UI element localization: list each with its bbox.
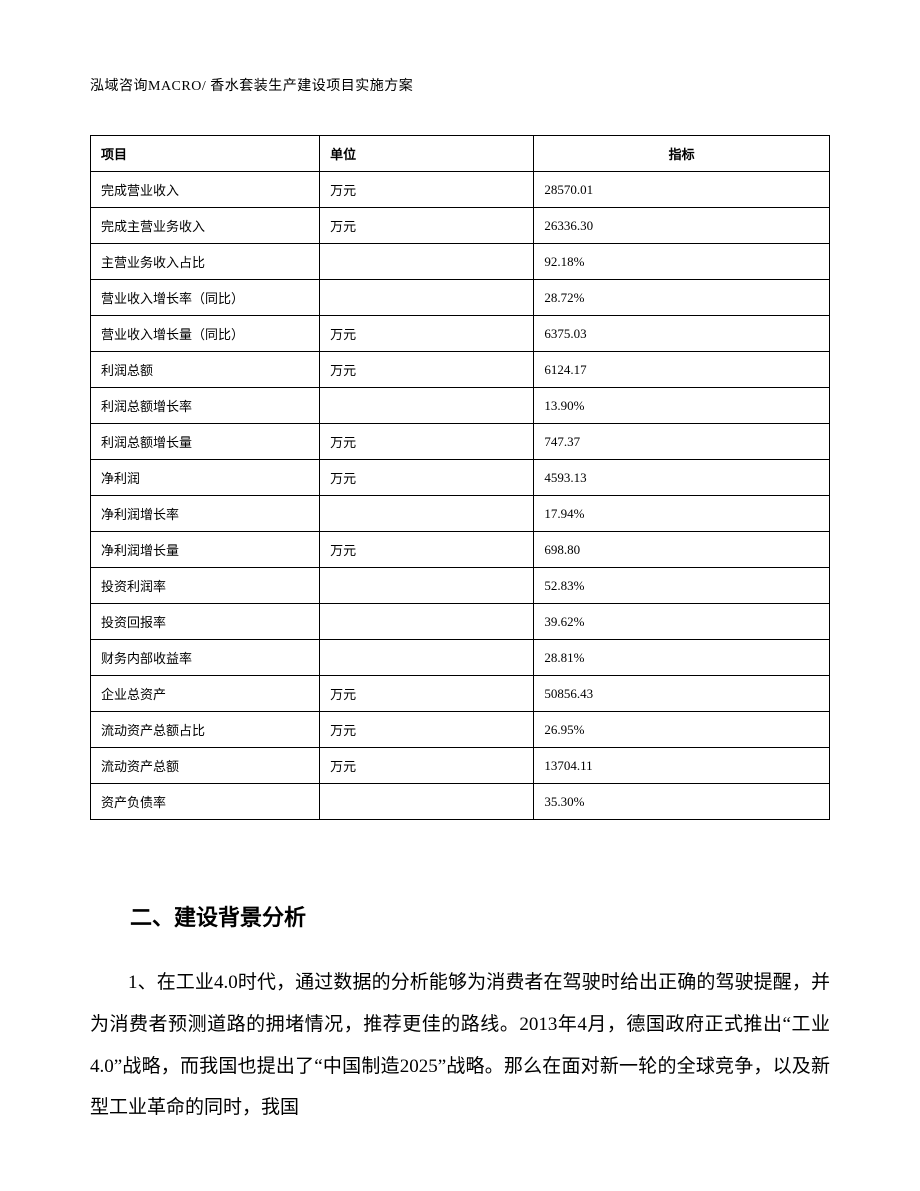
column-header-item: 项目 — [91, 136, 320, 172]
cell-item: 资产负债率 — [91, 784, 320, 820]
table-row: 完成营业收入万元28570.01 — [91, 172, 830, 208]
cell-item: 利润总额增长量 — [91, 424, 320, 460]
body-paragraph: 1、在工业4.0时代，通过数据的分析能够为消费者在驾驶时给出正确的驾驶提醒，并为… — [90, 962, 830, 1129]
cell-value: 26336.30 — [534, 208, 830, 244]
table-row: 主营业务收入占比 92.18% — [91, 244, 830, 280]
table-row: 投资回报率 39.62% — [91, 604, 830, 640]
column-header-value: 指标 — [534, 136, 830, 172]
table-row: 利润总额万元6124.17 — [91, 352, 830, 388]
cell-unit: 万元 — [320, 460, 534, 496]
cell-item: 流动资产总额 — [91, 748, 320, 784]
cell-value: 17.94% — [534, 496, 830, 532]
cell-unit — [320, 640, 534, 676]
table-row: 营业收入增长量（同比）万元6375.03 — [91, 316, 830, 352]
cell-unit: 万元 — [320, 316, 534, 352]
cell-item: 完成营业收入 — [91, 172, 320, 208]
table-row: 净利润万元4593.13 — [91, 460, 830, 496]
cell-value: 26.95% — [534, 712, 830, 748]
table-row: 投资利润率 52.83% — [91, 568, 830, 604]
cell-unit — [320, 280, 534, 316]
table-row: 流动资产总额占比万元26.95% — [91, 712, 830, 748]
section-heading: 二、建设背景分析 — [130, 900, 830, 932]
column-header-unit: 单位 — [320, 136, 534, 172]
cell-value: 6124.17 — [534, 352, 830, 388]
cell-value: 28.72% — [534, 280, 830, 316]
cell-item: 流动资产总额占比 — [91, 712, 320, 748]
cell-item: 利润总额 — [91, 352, 320, 388]
table-row: 净利润增长率 17.94% — [91, 496, 830, 532]
cell-value: 28.81% — [534, 640, 830, 676]
cell-unit: 万元 — [320, 352, 534, 388]
cell-item: 净利润增长率 — [91, 496, 320, 532]
cell-unit: 万元 — [320, 676, 534, 712]
cell-unit: 万元 — [320, 208, 534, 244]
table-row: 企业总资产万元50856.43 — [91, 676, 830, 712]
table-row: 流动资产总额万元13704.11 — [91, 748, 830, 784]
cell-item: 主营业务收入占比 — [91, 244, 320, 280]
cell-item: 营业收入增长量（同比） — [91, 316, 320, 352]
page-header: 泓域咨询MACRO/ 香水套装生产建设项目实施方案 — [90, 75, 830, 95]
cell-unit — [320, 568, 534, 604]
financial-indicators-table: 项目 单位 指标 完成营业收入万元28570.01完成主营业务收入万元26336… — [90, 135, 830, 820]
cell-value: 13704.11 — [534, 748, 830, 784]
cell-value: 39.62% — [534, 604, 830, 640]
cell-unit: 万元 — [320, 172, 534, 208]
cell-item: 投资回报率 — [91, 604, 320, 640]
table-row: 财务内部收益率 28.81% — [91, 640, 830, 676]
cell-item: 净利润增长量 — [91, 532, 320, 568]
table-row: 资产负债率 35.30% — [91, 784, 830, 820]
cell-item: 营业收入增长率（同比） — [91, 280, 320, 316]
cell-unit — [320, 244, 534, 280]
cell-item: 利润总额增长率 — [91, 388, 320, 424]
cell-value: 50856.43 — [534, 676, 830, 712]
cell-item: 企业总资产 — [91, 676, 320, 712]
cell-item: 完成主营业务收入 — [91, 208, 320, 244]
table-row: 利润总额增长率 13.90% — [91, 388, 830, 424]
cell-value: 92.18% — [534, 244, 830, 280]
cell-unit: 万元 — [320, 532, 534, 568]
table-row: 营业收入增长率（同比） 28.72% — [91, 280, 830, 316]
cell-unit — [320, 784, 534, 820]
cell-value: 52.83% — [534, 568, 830, 604]
cell-unit: 万元 — [320, 712, 534, 748]
cell-item: 净利润 — [91, 460, 320, 496]
cell-item: 财务内部收益率 — [91, 640, 320, 676]
table-row: 完成主营业务收入万元26336.30 — [91, 208, 830, 244]
cell-unit — [320, 604, 534, 640]
table-header-row: 项目 单位 指标 — [91, 136, 830, 172]
cell-unit: 万元 — [320, 424, 534, 460]
cell-value: 747.37 — [534, 424, 830, 460]
cell-item: 投资利润率 — [91, 568, 320, 604]
cell-unit: 万元 — [320, 748, 534, 784]
cell-value: 13.90% — [534, 388, 830, 424]
cell-value: 6375.03 — [534, 316, 830, 352]
table-row: 净利润增长量万元698.80 — [91, 532, 830, 568]
cell-value: 35.30% — [534, 784, 830, 820]
cell-value: 4593.13 — [534, 460, 830, 496]
cell-unit — [320, 388, 534, 424]
cell-value: 28570.01 — [534, 172, 830, 208]
table-row: 利润总额增长量万元747.37 — [91, 424, 830, 460]
cell-unit — [320, 496, 534, 532]
cell-value: 698.80 — [534, 532, 830, 568]
